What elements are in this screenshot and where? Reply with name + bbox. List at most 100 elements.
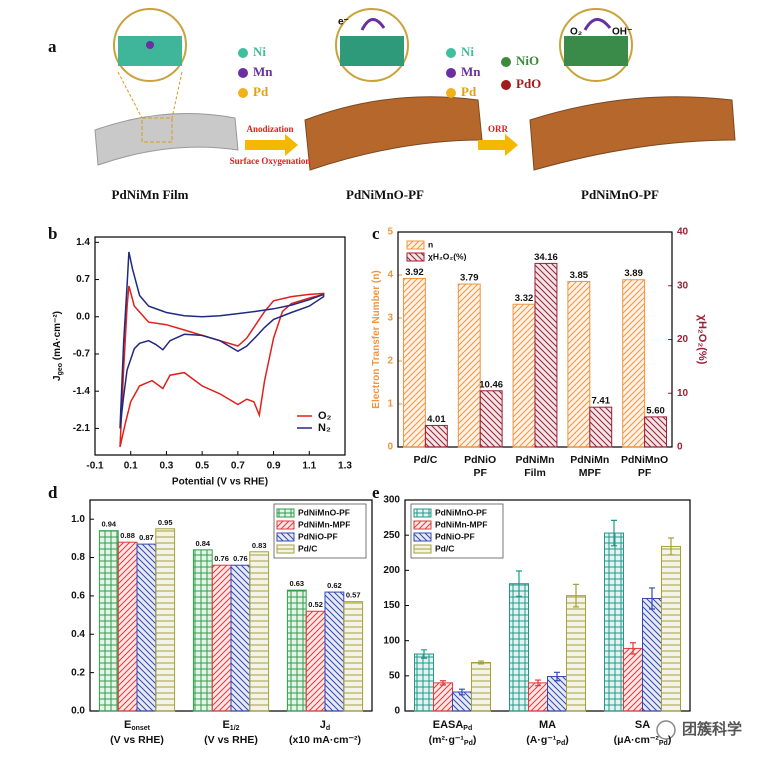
- label-part: J: [320, 719, 326, 731]
- label-part: (m²·g⁻¹: [429, 734, 465, 746]
- label-part: geo: [57, 363, 64, 375]
- cv-curve: [119, 251, 325, 429]
- y2-axis-label: χH₂O₂(%): [696, 315, 708, 365]
- x-tick-label: 0.3: [159, 461, 173, 472]
- bar: [604, 532, 624, 712]
- x-tick-label: PdNiO: [464, 454, 496, 466]
- data-label: 0.62: [327, 581, 342, 590]
- x-tick-label: MA: [539, 719, 556, 731]
- legend-dot: [501, 80, 511, 90]
- legend-swatch: [276, 520, 295, 530]
- legend-swatch: [413, 508, 432, 518]
- step-label: Surface Oxygenation: [230, 156, 311, 166]
- data-label: 0.76: [214, 554, 229, 563]
- x-tick-label: SA: [635, 719, 650, 731]
- watermark: 团簇科学: [682, 720, 742, 738]
- x-tick-label: 1.3: [338, 461, 352, 472]
- y-tick-label: 0.0: [71, 706, 85, 717]
- legend-swatch: [276, 532, 295, 542]
- bar: [644, 416, 668, 448]
- panel-label: d: [48, 483, 58, 502]
- label-part: SA: [635, 719, 650, 731]
- bar: [567, 280, 591, 448]
- label-part: (x10 mA·cm⁻²): [289, 734, 361, 746]
- data-label: 4.01: [427, 414, 446, 425]
- legend-label: Pd/C: [435, 543, 454, 553]
- y-tick-label: 1.0: [71, 514, 85, 525]
- label-part: (V vs RHE): [110, 734, 164, 746]
- bar: [249, 551, 270, 712]
- x-axis-label: Potential (V vs RHE): [172, 477, 268, 488]
- y-tick-label: 2: [387, 356, 393, 367]
- data-label: 0.84: [195, 539, 210, 548]
- legend-text: Mn: [461, 64, 481, 79]
- y2-tick-label: 30: [677, 280, 689, 291]
- atom: [146, 41, 154, 49]
- bar: [661, 545, 681, 712]
- error-bar: [573, 583, 579, 608]
- x-tick-label: 0.9: [267, 461, 281, 472]
- x-tick-label: Eonset: [124, 719, 151, 732]
- process-arrow: [478, 134, 518, 156]
- bar: [324, 591, 345, 712]
- cv-curve: [119, 285, 325, 448]
- label-part: Pd: [464, 740, 473, 747]
- x-tick-label: (m²·g⁻¹Pd): [429, 734, 477, 748]
- data-label: 34.16: [534, 252, 558, 263]
- data-label: 10.46: [479, 379, 503, 390]
- y-tick-label: 0.0: [76, 311, 90, 322]
- y-tick-label: 150: [383, 600, 400, 611]
- legend-swatch: [406, 252, 425, 262]
- y-tick-label: -0.7: [73, 349, 91, 360]
- label-part: (A·g⁻¹: [526, 734, 557, 746]
- legend-label: PdNiMnO-PF: [435, 507, 487, 517]
- label-part: ): [565, 734, 569, 746]
- x-tick-label: (x10 mA·cm⁻²): [289, 734, 361, 746]
- error-bar: [478, 660, 484, 665]
- x-tick-label: MPF: [579, 467, 602, 479]
- bar: [343, 601, 364, 712]
- curved-arrow: [583, 18, 612, 31]
- data-label: 0.87: [139, 533, 154, 542]
- x-tick-label: 1.1: [302, 461, 316, 472]
- electron-label: e⁻: [338, 17, 349, 28]
- film-sheet: [94, 113, 239, 166]
- label-part: 1/2: [230, 725, 240, 732]
- label-part: d: [326, 725, 330, 732]
- legend-label: PdNiMn-MPF: [435, 519, 487, 529]
- data-label: 0.88: [120, 531, 135, 540]
- y-tick-label: 0.2: [71, 667, 85, 678]
- y-tick-label: 100: [383, 635, 400, 646]
- bar: [512, 303, 536, 448]
- x-tick-label: E1/2: [222, 719, 239, 732]
- y-tick-label: 1: [387, 399, 393, 410]
- x-tick-label: PdNiMn: [515, 454, 554, 466]
- bar: [623, 647, 643, 712]
- label-part: Pd: [659, 740, 668, 747]
- curved-arrow: [360, 18, 386, 31]
- panel-label: c: [372, 224, 380, 243]
- error-bar: [440, 680, 446, 686]
- legend-dot: [238, 48, 248, 58]
- bar: [457, 283, 481, 448]
- zoom-line: [171, 71, 183, 119]
- plot-frame: [94, 236, 346, 456]
- label-part: (mA·cm⁻²): [52, 311, 63, 363]
- legend-label: n: [428, 239, 433, 249]
- atom-layer: [118, 36, 182, 66]
- y2-tick-label: 40: [677, 227, 689, 238]
- legend-swatch: [406, 240, 425, 250]
- x-tick-label: (V vs RHE): [204, 734, 258, 746]
- panel-label: b: [48, 224, 57, 243]
- x-tick-label: Pd/C: [413, 454, 437, 466]
- legend-swatch: [276, 508, 295, 518]
- data-label: 3.32: [515, 293, 534, 304]
- y-tick-label: 0.8: [71, 552, 85, 563]
- zoom-box: [141, 117, 173, 143]
- label-part: ): [473, 734, 477, 746]
- x-tick-label: PdNiMn: [570, 454, 609, 466]
- y-tick-label: 300: [383, 495, 400, 506]
- bar: [642, 597, 662, 712]
